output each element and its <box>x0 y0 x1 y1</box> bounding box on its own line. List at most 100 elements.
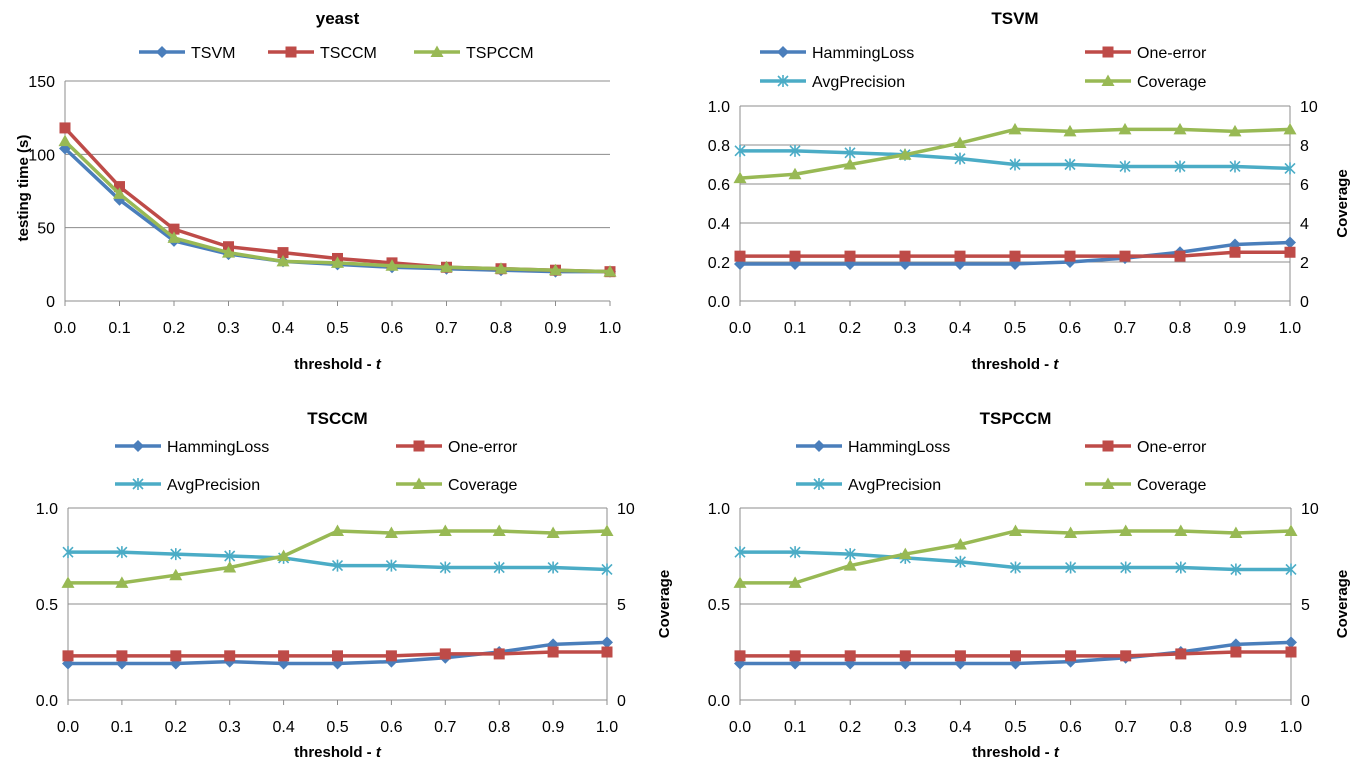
data-point <box>1283 122 1297 135</box>
data-point <box>1009 158 1021 171</box>
y2-axis-label: Coverage <box>656 570 673 638</box>
data-point <box>1064 526 1078 538</box>
data-point <box>898 547 912 560</box>
series-line <box>68 529 608 585</box>
series-one-error <box>62 646 613 662</box>
x-tick-label: 0.1 <box>111 719 133 736</box>
data-point <box>789 144 801 157</box>
legend-item: Coverage <box>1085 74 1206 91</box>
data-point <box>734 650 746 662</box>
data-point <box>1009 250 1021 262</box>
y-tick-label: 100 <box>28 147 55 164</box>
data-point <box>789 250 801 262</box>
x-tick-label: 0.9 <box>1225 719 1247 736</box>
data-point <box>547 561 559 574</box>
legend-marker <box>1101 477 1115 489</box>
legend-label: Coverage <box>1137 74 1206 91</box>
series-one-error <box>734 246 1296 262</box>
data-point <box>222 246 235 258</box>
data-point <box>385 559 397 572</box>
data-point <box>843 559 857 571</box>
y-tick-label: 0.5 <box>36 597 58 614</box>
data-point <box>843 158 857 170</box>
data-point <box>844 250 856 262</box>
data-point <box>116 650 128 662</box>
series-coverage <box>61 524 614 588</box>
legend-item: TSCCM <box>268 45 377 62</box>
x-tick-label: 0.9 <box>1224 320 1246 337</box>
data-point <box>59 122 71 134</box>
series-coverage <box>733 122 1297 184</box>
data-point <box>601 646 613 658</box>
legend-item: AvgPrecision <box>760 74 905 91</box>
y2-tick-label: 5 <box>1301 597 1310 614</box>
data-point <box>224 650 236 662</box>
data-point <box>1230 563 1242 576</box>
data-point <box>1284 236 1296 249</box>
data-point <box>331 256 344 268</box>
data-point <box>115 576 129 588</box>
x-tick-label: 0.2 <box>839 320 861 337</box>
x-tick-label: 0.5 <box>1004 320 1026 337</box>
data-point <box>1174 524 1188 537</box>
legend-marker <box>430 45 444 57</box>
series-one-error <box>734 646 1297 662</box>
x-tick-label: 1.0 <box>1279 320 1301 337</box>
legend-label: HammingLoss <box>167 439 269 456</box>
x-axis-label: threshold - t <box>972 744 1060 761</box>
y-tick-label: 0.2 <box>708 255 730 272</box>
y-tick-label: 0.4 <box>708 216 730 233</box>
legend-item: One-error <box>1085 439 1207 456</box>
data-point <box>954 555 966 568</box>
legend-label: TSVM <box>191 45 235 62</box>
x-tick-label: 0.6 <box>380 719 402 736</box>
y2-tick-label: 0 <box>1301 693 1310 710</box>
data-point <box>1285 636 1297 649</box>
data-point <box>58 134 72 147</box>
x-axis-label-text: threshold - <box>294 744 376 761</box>
legend-item: AvgPrecision <box>796 477 941 494</box>
data-point <box>734 144 746 157</box>
data-point <box>492 524 506 537</box>
data-point <box>1229 160 1241 173</box>
data-point <box>898 148 912 160</box>
legend-item: TSVM <box>139 45 235 62</box>
x-tick-label: 0.0 <box>729 719 751 736</box>
legend-label: TSPCCM <box>466 45 534 62</box>
data-point <box>549 263 562 276</box>
y2-tick-label: 0 <box>617 693 626 710</box>
data-point <box>439 648 451 660</box>
legend-marker <box>777 75 789 87</box>
data-point <box>1285 646 1297 658</box>
y-tick-label: 0 <box>46 294 55 311</box>
y-tick-label: 1.0 <box>708 99 730 116</box>
x-tick-label: 0.1 <box>108 320 130 337</box>
x-tick-label: 0.3 <box>894 320 916 337</box>
data-point <box>1175 648 1187 660</box>
data-point <box>277 549 291 561</box>
data-point <box>170 548 182 561</box>
x-tick-label: 1.0 <box>599 320 621 337</box>
series-tspccm <box>58 134 617 277</box>
x-tick-label: 0.5 <box>326 719 348 736</box>
x-axis-label-text: threshold - <box>294 356 376 373</box>
chart-panel-4: 0.0 0.5 1.0 0 5 10 0.0 0.1 0.2 0.3 0.4 0.5 0.6 0.7 0.8… <box>708 409 1351 761</box>
data-point <box>331 559 344 572</box>
data-point <box>601 636 613 649</box>
data-point <box>844 548 856 561</box>
series-avgprecision <box>734 546 1297 576</box>
legend-item: TSPCCM <box>414 45 534 62</box>
data-point <box>899 250 911 262</box>
x-tick-label: 0.4 <box>949 719 971 736</box>
data-point <box>1230 646 1242 658</box>
y2-tick-label: 10 <box>1300 99 1318 116</box>
legend-marker <box>132 478 144 490</box>
x-axis-label-text: threshold - <box>972 744 1054 761</box>
legend-label: Coverage <box>448 477 517 494</box>
data-point <box>1175 561 1187 574</box>
data-point <box>954 250 966 262</box>
data-point <box>1285 563 1297 576</box>
x-tick-label: 0.0 <box>729 320 751 337</box>
legend-item: HammingLoss <box>796 439 950 456</box>
